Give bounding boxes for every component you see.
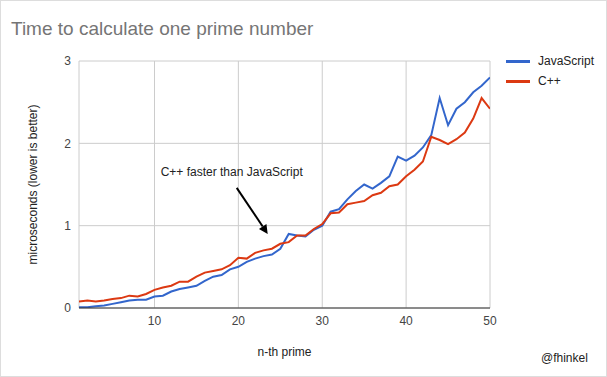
svg-text:10: 10 [148,314,162,328]
html-text:Time to calculate one prime nu: Time to calculate one prime number [11,18,314,39]
svg-text:C++ faster than JavaScript: C++ faster than JavaScript [161,165,304,179]
svg-text:1: 1 [64,219,71,233]
svg-text:50: 50 [483,314,497,328]
svg-text:30: 30 [316,314,330,328]
html-text:JavaScript: JavaScript [538,54,594,68]
svg-text:microseconds (lower is better): microseconds (lower is better) [26,104,40,264]
svg-text:n-th prime: n-th prime [257,345,311,359]
svg-text:3: 3 [64,54,71,68]
html-text:@fhinkel: @fhinkel [541,351,588,365]
svg-text:40: 40 [399,314,413,328]
html-text:C++: C++ [538,74,561,88]
svg-text:20: 20 [232,314,246,328]
svg-text:2: 2 [64,137,71,151]
svg-text:0: 0 [64,301,71,315]
